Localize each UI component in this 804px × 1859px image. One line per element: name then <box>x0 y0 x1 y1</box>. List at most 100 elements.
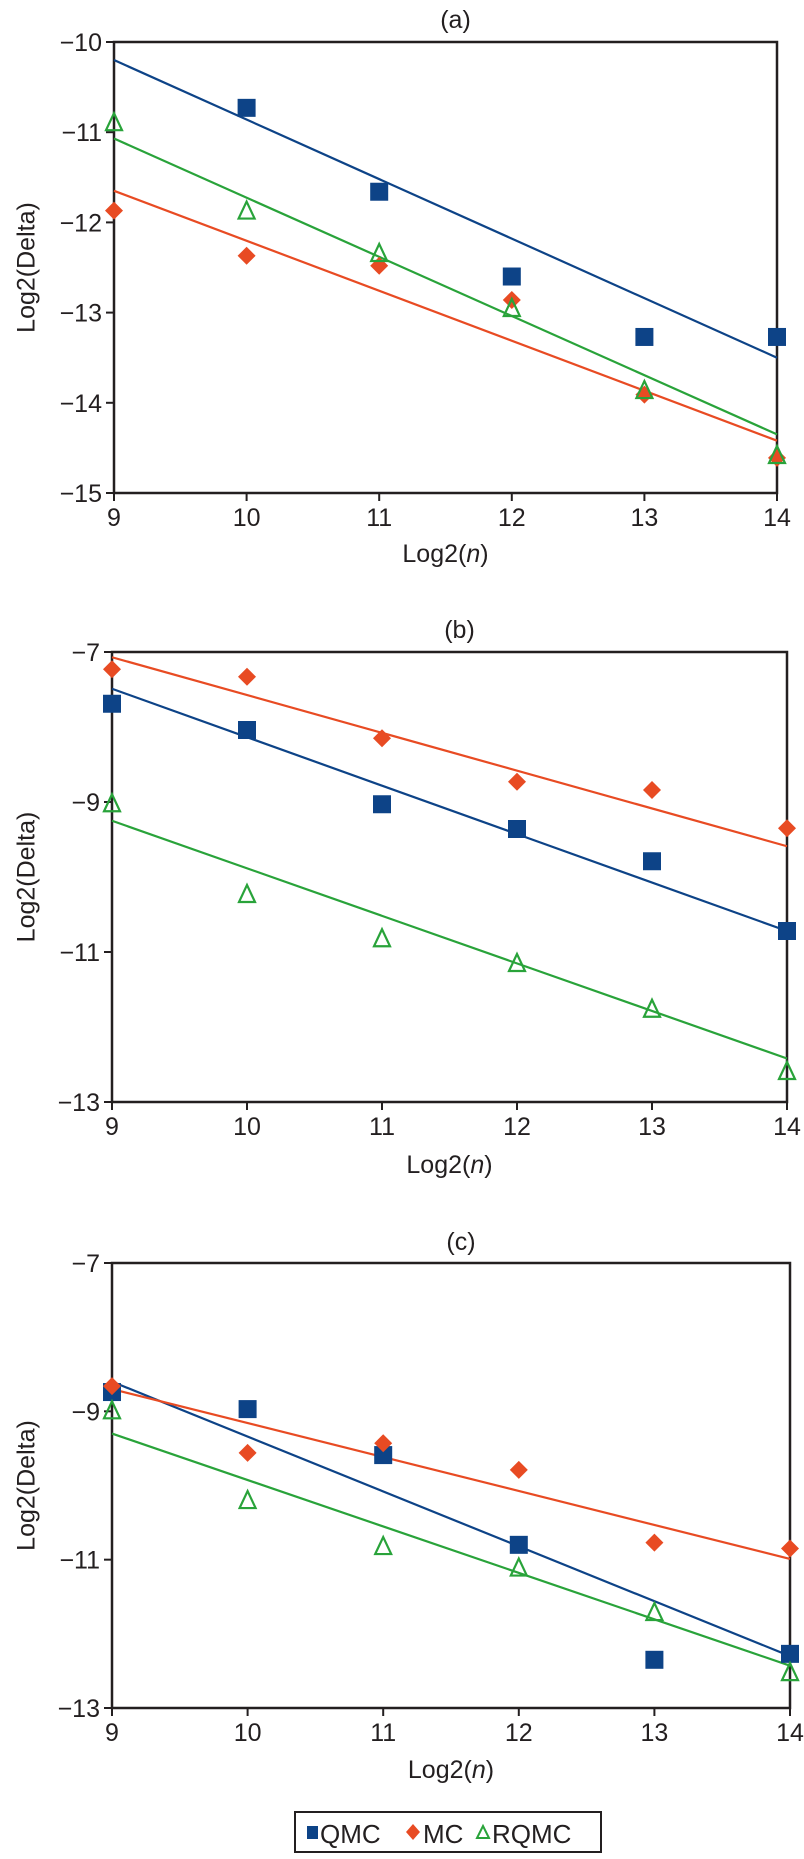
point-mc <box>105 201 123 220</box>
point-rqmc <box>237 1488 258 1510</box>
y-axis-label: Log2(Delta) <box>13 812 41 943</box>
point-qmc <box>238 721 256 739</box>
legend-mc-label: MC <box>423 1819 463 1849</box>
point-rqmc <box>502 296 522 318</box>
y-tick-label: −13 <box>60 300 102 328</box>
x-tick-label: 11 <box>370 1719 396 1747</box>
y-tick-label: −11 <box>61 119 102 147</box>
point-rqmc <box>102 791 122 813</box>
panel-title: (a) <box>440 6 471 34</box>
legend-rqmc-marker <box>475 1823 491 1839</box>
point-qmc <box>237 98 256 117</box>
y-tick-label: −13 <box>58 1695 100 1723</box>
point-rqmc <box>767 443 787 465</box>
x-tick-label: 13 <box>638 1113 666 1141</box>
trendline-mc <box>113 189 778 442</box>
x-tick-label: 14 <box>773 1113 801 1141</box>
panel-c: (c) −7 −9 −11 −139 10 11 12 13 14 Log2(n) Log2(Delt… <box>13 1228 804 1784</box>
point-qmc <box>103 694 121 713</box>
point-mc <box>645 1533 664 1552</box>
point-mc <box>237 246 256 265</box>
point-qmc <box>373 795 391 814</box>
trendline-rqmc <box>111 819 788 1060</box>
y-tick-label: −11 <box>59 939 100 967</box>
x-tick-label: 11 <box>369 1113 395 1141</box>
trendline-qmc <box>111 1380 791 1658</box>
point-qmc <box>768 327 786 346</box>
x-tick-label: 13 <box>640 1719 668 1747</box>
point-rqmc <box>644 1600 665 1622</box>
point-rqmc <box>104 110 124 132</box>
x-axis-label: Log2(n) <box>408 1756 494 1784</box>
point-mc <box>103 660 121 679</box>
y-tick-label: −15 <box>60 480 102 508</box>
point-mc <box>374 1434 393 1453</box>
point-qmc <box>781 1644 799 1663</box>
point-mc <box>643 781 661 799</box>
y-tick-label: −9 <box>71 789 100 817</box>
x-tick-label: 12 <box>503 1113 531 1141</box>
trendline-mc <box>111 1388 791 1560</box>
x-axis-label: Log2(n) <box>402 540 488 568</box>
point-qmc <box>778 922 796 940</box>
x-tick-label: 14 <box>776 1719 804 1747</box>
y-tick-label: −7 <box>71 639 100 667</box>
point-rqmc <box>373 1534 393 1556</box>
point-rqmc <box>102 1398 122 1420</box>
point-rqmc <box>634 378 655 400</box>
point-mc <box>509 1460 528 1479</box>
point-rqmc <box>642 997 662 1018</box>
y-tick-label: −13 <box>58 1089 100 1117</box>
legend-mc-marker <box>406 1824 420 1840</box>
point-rqmc <box>237 882 257 904</box>
x-tick-label: 9 <box>105 1719 119 1747</box>
x-tick-label: 12 <box>498 504 526 532</box>
x-tick-label: 10 <box>233 504 261 532</box>
point-qmc <box>635 327 654 346</box>
point-qmc <box>370 182 389 201</box>
y-tick-label: −7 <box>71 1250 100 1278</box>
point-rqmc <box>780 1660 800 1682</box>
x-tick-label: 14 <box>763 504 791 532</box>
point-rqmc <box>372 926 392 948</box>
plot-frame <box>110 1261 792 1710</box>
plot-frame <box>110 650 789 1104</box>
point-mc <box>781 1539 799 1558</box>
x-tick-label: 12 <box>505 1719 533 1747</box>
point-mc <box>508 772 526 791</box>
point-qmc <box>508 820 526 838</box>
legend-qmc-marker <box>307 1826 318 1839</box>
point-rqmc <box>509 1555 529 1577</box>
point-rqmc <box>369 241 389 263</box>
panel-b: (b) −7 −9 −11 −139 10 11 12 13 14 Log2(n) Log2(Delt… <box>13 616 801 1179</box>
point-rqmc <box>236 198 257 220</box>
point-mc <box>373 729 391 748</box>
x-tick-label: 11 <box>366 504 392 532</box>
x-axis-label: Log2(n) <box>406 1151 492 1179</box>
point-mc <box>238 1443 257 1462</box>
x-tick-label: 9 <box>105 1113 119 1141</box>
y-tick-label: −10 <box>60 29 102 57</box>
point-qmc <box>238 1400 257 1419</box>
panel-title: (c) <box>446 1228 475 1256</box>
y-tick-label: −14 <box>60 390 103 418</box>
y-tick-label: −9 <box>71 1398 100 1426</box>
y-axis-label: Log2(Delta) <box>13 1420 41 1551</box>
trendline-mc <box>111 656 788 848</box>
point-mc <box>778 819 796 838</box>
point-rqmc <box>777 1059 797 1081</box>
point-mc <box>238 667 256 686</box>
trendline-rqmc <box>113 137 778 436</box>
trendline-qmc <box>113 59 778 359</box>
point-qmc <box>509 1535 528 1554</box>
trendline-qmc <box>111 687 788 933</box>
panel-a: (a) −10 −11 −12 −13 −14 −159 10 11 12 13 14 Log2(n) L… <box>13 6 791 568</box>
y-tick-label: −11 <box>59 1547 100 1575</box>
point-mc <box>103 1377 121 1396</box>
x-tick-label: 13 <box>630 504 658 532</box>
point-qmc <box>502 267 521 286</box>
point-qmc <box>645 1650 664 1669</box>
point-qmc <box>643 852 661 871</box>
legend: QMC MC RQMC <box>294 1811 602 1853</box>
legend-qmc-label: QMC <box>320 1819 381 1849</box>
